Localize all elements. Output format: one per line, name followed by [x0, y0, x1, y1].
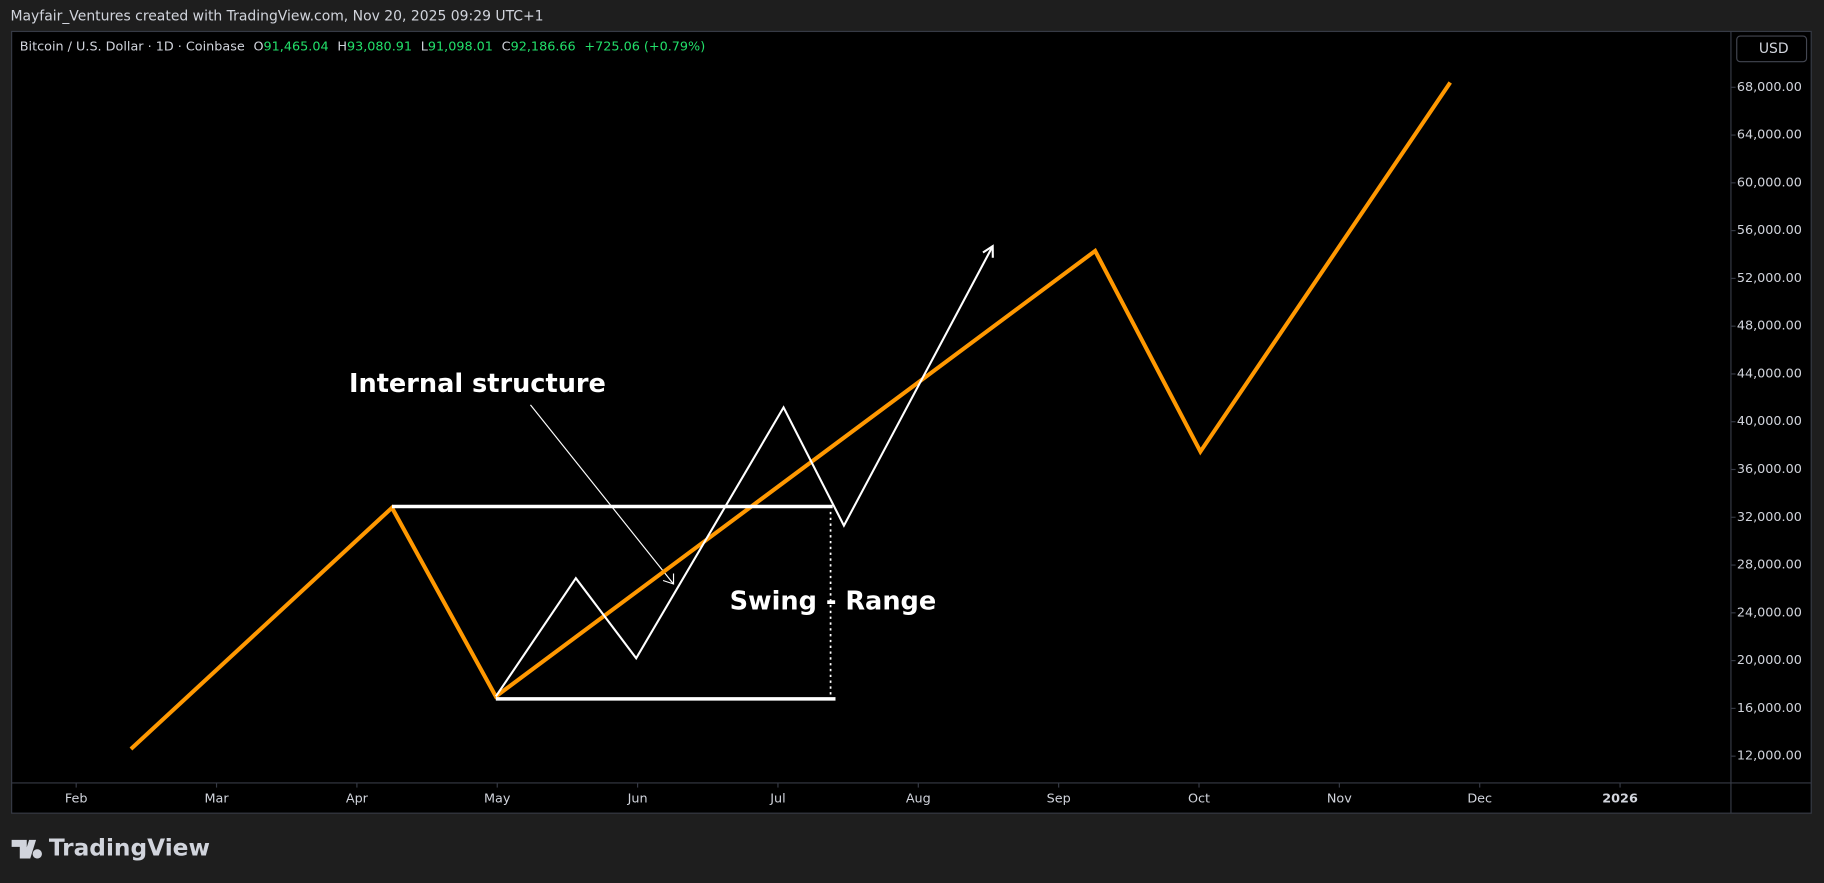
- y-tick-label: 32,000.00: [1737, 510, 1802, 525]
- brand-icon: [11, 839, 42, 859]
- y-tick-label: 28,000.00: [1737, 558, 1802, 573]
- low-label: L: [421, 39, 429, 54]
- brand-name: TradingView: [49, 835, 210, 862]
- currency-button[interactable]: [1736, 35, 1808, 63]
- x-tick-label: Jun: [627, 792, 648, 807]
- y-tick-label: 48,000.00: [1737, 319, 1802, 334]
- x-tick-label: 2026: [1602, 792, 1638, 807]
- x-tick-label: Oct: [1188, 792, 1210, 807]
- series-arrowhead: [982, 244, 994, 258]
- x-tick-label: Dec: [1467, 792, 1492, 807]
- y-tick-label: 20,000.00: [1737, 653, 1802, 668]
- plot: 12,000.00 16,000.00 20,000.00 24,000.00 28,0…: [65, 80, 1802, 807]
- x-tick-label: Apr: [346, 792, 369, 807]
- annotation-arrow: [529, 404, 674, 585]
- annotation: Swing - Range: [730, 587, 937, 617]
- open-value: 91,465.04: [264, 39, 329, 54]
- series-line: [494, 245, 994, 698]
- y-tick-label: 52,000.00: [1737, 271, 1802, 286]
- symbol-legend: Bitcoin / U.S. Dollar · 1D · Coinbase O9…: [20, 39, 705, 54]
- open-label: O: [253, 39, 263, 54]
- attribution: Mayfair_Ventures created with TradingVie…: [10, 8, 543, 24]
- x-tick-label: Nov: [1327, 792, 1352, 807]
- y-tick-label: 56,000.00: [1737, 223, 1802, 238]
- change: +725.06 (+0.79%): [584, 39, 705, 54]
- y-tick-label: 68,000.00: [1737, 80, 1802, 95]
- x-tick-label: Aug: [906, 792, 931, 807]
- chart-panel: [11, 30, 1812, 814]
- y-tick-label: 16,000.00: [1737, 701, 1802, 716]
- symbol: Bitcoin / U.S. Dollar · 1D · Coinbase: [20, 39, 245, 54]
- brand-logo: TradingView: [11, 835, 210, 862]
- x-tick-label: Jul: [769, 792, 785, 807]
- series-line: [129, 81, 1452, 751]
- x-tick-label: Sep: [1047, 792, 1071, 807]
- annotation: Internal structure: [349, 369, 606, 399]
- currency-label: USD: [1759, 41, 1789, 57]
- x-tick-label: Feb: [65, 792, 88, 807]
- high-value: 93,080.91: [347, 39, 412, 54]
- y-tick-label: 40,000.00: [1737, 414, 1802, 429]
- y-tick-label: 64,000.00: [1737, 128, 1802, 143]
- y-tick-label: 60,000.00: [1737, 175, 1802, 190]
- high-label: H: [337, 39, 347, 54]
- y-tick-label: 24,000.00: [1737, 605, 1802, 620]
- x-tick-label: Mar: [204, 792, 229, 807]
- close-value: 92,186.66: [511, 39, 576, 54]
- x-tick-label: May: [484, 792, 511, 807]
- y-tick-label: 12,000.00: [1737, 749, 1802, 764]
- close-label: C: [502, 39, 511, 54]
- annotation-arrowhead: [662, 573, 675, 585]
- y-tick-label: 36,000.00: [1737, 462, 1802, 477]
- low-value: 91,098.01: [428, 39, 493, 54]
- y-tick-label: 44,000.00: [1737, 366, 1802, 381]
